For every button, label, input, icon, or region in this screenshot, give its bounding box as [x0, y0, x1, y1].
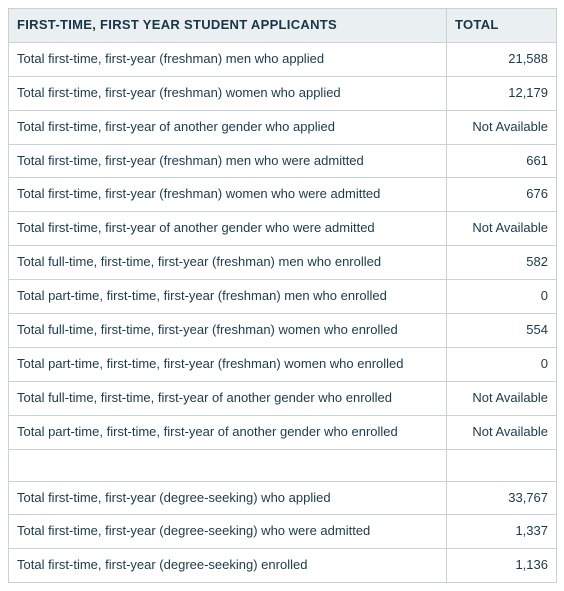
row-value: 661 — [447, 144, 557, 178]
table-row: Total first-time, first-year (degree-see… — [9, 515, 557, 549]
row-value: 554 — [447, 314, 557, 348]
row-label: Total full-time, first-time, first-year … — [9, 246, 447, 280]
row-value: 0 — [447, 347, 557, 381]
row-label: Total part-time, first-time, first-year … — [9, 415, 447, 449]
row-label: Total first-time, first-year (freshman) … — [9, 42, 447, 76]
table-row: Total first-time, first-year (freshman) … — [9, 76, 557, 110]
table-row: Total first-time, first-year (freshman) … — [9, 144, 557, 178]
row-value: 33,767 — [447, 481, 557, 515]
row-value: Not Available — [447, 381, 557, 415]
table-header-row: FIRST-TIME, FIRST YEAR STUDENT APPLICANT… — [9, 9, 557, 43]
blank-cell — [9, 449, 447, 481]
row-label: Total first-time, first-year (freshman) … — [9, 178, 447, 212]
blank-cell — [447, 449, 557, 481]
table-row: Total first-time, first-year (freshman) … — [9, 42, 557, 76]
table-row: Total first-time, first-year (degree-see… — [9, 481, 557, 515]
table-row: Total first-time, first-year (degree-see… — [9, 549, 557, 583]
table-row: Total part-time, first-time, first-year … — [9, 280, 557, 314]
row-value: Not Available — [447, 212, 557, 246]
row-label: Total part-time, first-time, first-year … — [9, 347, 447, 381]
table-row: Total first-time, first-year of another … — [9, 110, 557, 144]
table-row: Total full-time, first-time, first-year … — [9, 314, 557, 348]
row-label: Total first-time, first-year (freshman) … — [9, 144, 447, 178]
row-label: Total first-time, first-year (degree-see… — [9, 515, 447, 549]
row-value: 676 — [447, 178, 557, 212]
table-row: Total first-time, first-year (freshman) … — [9, 178, 557, 212]
table-body: Total first-time, first-year (freshman) … — [9, 42, 557, 582]
row-value: 582 — [447, 246, 557, 280]
row-label: Total first-time, first-year (freshman) … — [9, 76, 447, 110]
row-value: Not Available — [447, 415, 557, 449]
table-row: Total part-time, first-time, first-year … — [9, 347, 557, 381]
col-header-total: TOTAL — [447, 9, 557, 43]
row-label: Total part-time, first-time, first-year … — [9, 280, 447, 314]
row-value: 21,588 — [447, 42, 557, 76]
row-label: Total first-time, first-year of another … — [9, 110, 447, 144]
row-label: Total full-time, first-time, first-year … — [9, 381, 447, 415]
table-row: Total full-time, first-time, first-year … — [9, 246, 557, 280]
row-label: Total first-time, first-year of another … — [9, 212, 447, 246]
table-row: Total first-time, first-year of another … — [9, 212, 557, 246]
applicants-table: FIRST-TIME, FIRST YEAR STUDENT APPLICANT… — [8, 8, 557, 583]
table-row: Total part-time, first-time, first-year … — [9, 415, 557, 449]
row-value: Not Available — [447, 110, 557, 144]
row-label: Total first-time, first-year (degree-see… — [9, 549, 447, 583]
row-value: 1,136 — [447, 549, 557, 583]
col-header-applicants: FIRST-TIME, FIRST YEAR STUDENT APPLICANT… — [9, 9, 447, 43]
row-value: 12,179 — [447, 76, 557, 110]
row-value: 0 — [447, 280, 557, 314]
row-label: Total full-time, first-time, first-year … — [9, 314, 447, 348]
table-row: Total full-time, first-time, first-year … — [9, 381, 557, 415]
table-row — [9, 449, 557, 481]
row-value: 1,337 — [447, 515, 557, 549]
row-label: Total first-time, first-year (degree-see… — [9, 481, 447, 515]
